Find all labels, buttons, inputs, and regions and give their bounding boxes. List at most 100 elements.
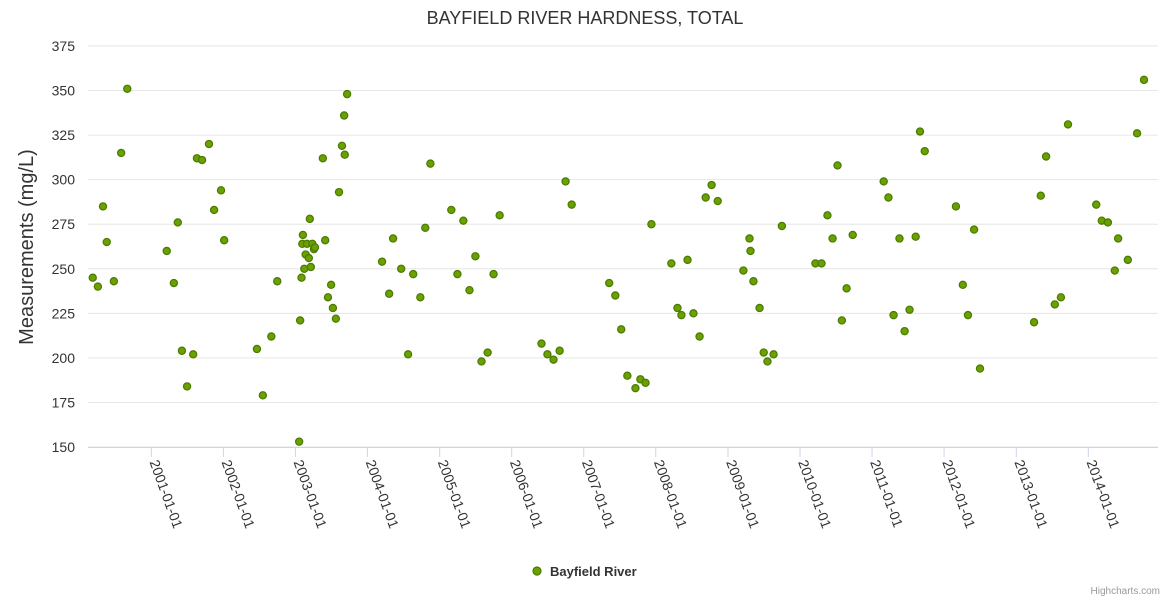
- data-point[interactable]: [623, 371, 632, 380]
- data-point[interactable]: [453, 269, 462, 279]
- data-point[interactable]: [567, 200, 576, 209]
- data-point[interactable]: [177, 346, 187, 355]
- data-point[interactable]: [306, 262, 316, 272]
- data-point[interactable]: [673, 303, 682, 313]
- data-point[interactable]: [969, 225, 979, 234]
- data-point[interactable]: [777, 221, 787, 231]
- data-point[interactable]: [543, 350, 552, 359]
- data-point[interactable]: [695, 332, 704, 341]
- data-point[interactable]: [459, 216, 468, 225]
- data-point[interactable]: [331, 314, 341, 323]
- data-point[interactable]: [745, 234, 754, 243]
- data-point[interactable]: [489, 269, 498, 279]
- data-point[interactable]: [388, 234, 398, 243]
- data-point[interactable]: [188, 350, 198, 359]
- data-point[interactable]: [209, 205, 219, 215]
- data-point[interactable]: [683, 255, 692, 265]
- data-point[interactable]: [958, 280, 968, 290]
- data-point[interactable]: [465, 285, 474, 295]
- data-point[interactable]: [561, 177, 570, 186]
- data-point[interactable]: [915, 127, 925, 136]
- data-point[interactable]: [975, 364, 985, 373]
- data-point[interactable]: [739, 266, 748, 275]
- data-point[interactable]: [116, 148, 126, 158]
- data-point[interactable]: [339, 111, 349, 120]
- data-point[interactable]: [267, 332, 276, 341]
- data-point[interactable]: [310, 243, 320, 252]
- data-point[interactable]: [817, 259, 826, 268]
- data-point[interactable]: [769, 350, 778, 359]
- data-point[interactable]: [1132, 129, 1142, 138]
- data-point[interactable]: [549, 355, 558, 364]
- data-point[interactable]: [604, 278, 614, 288]
- data-point[interactable]: [471, 252, 480, 261]
- data-point[interactable]: [911, 232, 920, 241]
- credits-link[interactable]: Highcharts.com: [1091, 586, 1160, 597]
- data-point[interactable]: [294, 437, 304, 446]
- data-point[interactable]: [162, 246, 171, 256]
- data-point[interactable]: [641, 378, 650, 388]
- data-point[interactable]: [555, 346, 564, 355]
- data-point[interactable]: [749, 277, 758, 286]
- data-point[interactable]: [298, 230, 308, 240]
- data-point[interactable]: [326, 280, 336, 290]
- data-point[interactable]: [342, 89, 352, 99]
- data-point[interactable]: [667, 259, 676, 268]
- data-point[interactable]: [102, 237, 111, 247]
- data-point[interactable]: [1110, 266, 1119, 275]
- data-point[interactable]: [297, 273, 306, 282]
- data-point[interactable]: [1092, 200, 1101, 209]
- data-point[interactable]: [273, 277, 282, 286]
- data-point[interactable]: [328, 303, 338, 313]
- data-point[interactable]: [900, 326, 909, 336]
- data-point[interactable]: [305, 214, 315, 224]
- data-point[interactable]: [88, 273, 97, 282]
- data-point[interactable]: [173, 218, 182, 227]
- data-point[interactable]: [951, 202, 961, 211]
- data-point[interactable]: [1063, 120, 1073, 129]
- data-point[interactable]: [895, 234, 904, 243]
- data-point[interactable]: [963, 310, 973, 320]
- data-point[interactable]: [98, 202, 108, 211]
- legend-item-label[interactable]: Bayfield River: [550, 564, 637, 579]
- data-point[interactable]: [219, 236, 229, 245]
- data-point[interactable]: [216, 186, 226, 195]
- data-point[interactable]: [304, 253, 314, 263]
- data-point[interactable]: [295, 316, 305, 325]
- data-point[interactable]: [318, 154, 328, 163]
- data-point[interactable]: [123, 84, 132, 93]
- data-point[interactable]: [197, 155, 207, 165]
- data-point[interactable]: [340, 150, 349, 159]
- data-point[interactable]: [409, 269, 418, 279]
- data-point[interactable]: [384, 289, 394, 298]
- data-point[interactable]: [920, 146, 929, 156]
- data-point[interactable]: [889, 310, 898, 320]
- data-point[interactable]: [828, 234, 837, 243]
- data-point[interactable]: [537, 339, 546, 348]
- data-point[interactable]: [1103, 218, 1113, 227]
- data-point[interactable]: [1056, 293, 1066, 302]
- data-point[interactable]: [617, 325, 626, 334]
- data-point[interactable]: [403, 350, 413, 359]
- data-point[interactable]: [759, 348, 768, 357]
- data-point[interactable]: [833, 161, 842, 170]
- data-point[interactable]: [755, 303, 764, 313]
- data-point[interactable]: [1041, 152, 1051, 161]
- data-point[interactable]: [252, 344, 262, 354]
- data-point[interactable]: [713, 196, 722, 206]
- data-point[interactable]: [707, 180, 716, 190]
- data-point[interactable]: [421, 223, 430, 232]
- data-point[interactable]: [647, 220, 656, 229]
- data-point[interactable]: [109, 277, 119, 286]
- data-point[interactable]: [204, 139, 214, 149]
- data-point[interactable]: [677, 310, 686, 320]
- data-point[interactable]: [477, 357, 486, 366]
- data-point[interactable]: [763, 357, 772, 366]
- data-point[interactable]: [1113, 234, 1123, 243]
- data-point[interactable]: [182, 382, 192, 391]
- data-point[interactable]: [746, 246, 755, 256]
- legend[interactable]: Bayfield River: [532, 564, 637, 579]
- data-point[interactable]: [823, 211, 832, 220]
- data-point[interactable]: [1123, 255, 1133, 265]
- data-point[interactable]: [483, 348, 492, 357]
